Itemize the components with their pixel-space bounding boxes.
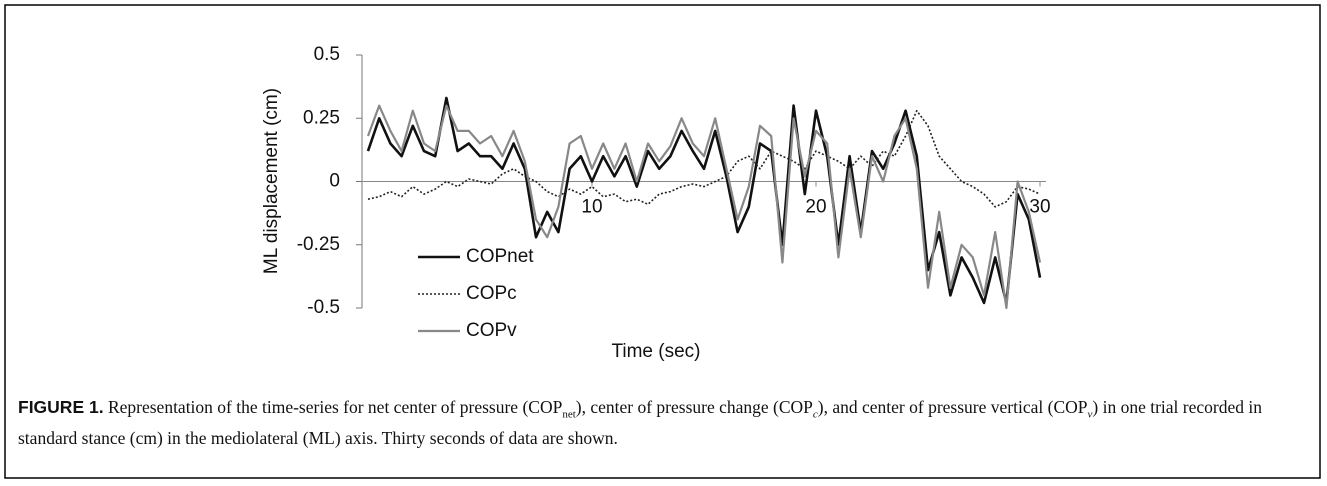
y-tick-label: -0.25 bbox=[297, 234, 340, 255]
y-tick-label: 0.5 bbox=[314, 44, 340, 65]
series-line bbox=[367, 109, 1041, 208]
caption-subscript: c bbox=[812, 408, 818, 421]
caption-subscript: v bbox=[1087, 408, 1093, 421]
x-tick-label: 30 bbox=[1029, 197, 1050, 218]
legend-label: COPc bbox=[466, 283, 517, 304]
caption-text: ) in one trial recorded in standard stan… bbox=[18, 397, 1262, 448]
caption-text: ), center of pressure change (COP bbox=[575, 397, 813, 417]
y-tick-label: 0.25 bbox=[303, 107, 340, 128]
x-tick-label: 20 bbox=[805, 197, 826, 218]
y-tick-label: 0 bbox=[329, 171, 340, 192]
legend-label: COPnet bbox=[466, 246, 534, 267]
figure-border bbox=[4, 4, 1321, 479]
x-axis-label: Time (sec) bbox=[611, 341, 700, 362]
caption-text: ), and center of pressure vertical (COP bbox=[817, 397, 1088, 417]
y-axis-label: ML displacement (cm) bbox=[261, 88, 282, 274]
series-line bbox=[366, 96, 1042, 305]
series-line bbox=[366, 104, 1042, 310]
caption-text: Representation of the time-series for ne… bbox=[107, 397, 563, 417]
legend-label: COPv bbox=[466, 320, 517, 341]
y-tick-label: -0.5 bbox=[307, 297, 340, 318]
caption-label: FIGURE 1. bbox=[18, 397, 104, 417]
x-tick-label: 10 bbox=[581, 197, 602, 218]
caption-subscript: net bbox=[562, 408, 576, 421]
caption: FIGURE 1. Representation of the time-ser… bbox=[18, 396, 1308, 450]
